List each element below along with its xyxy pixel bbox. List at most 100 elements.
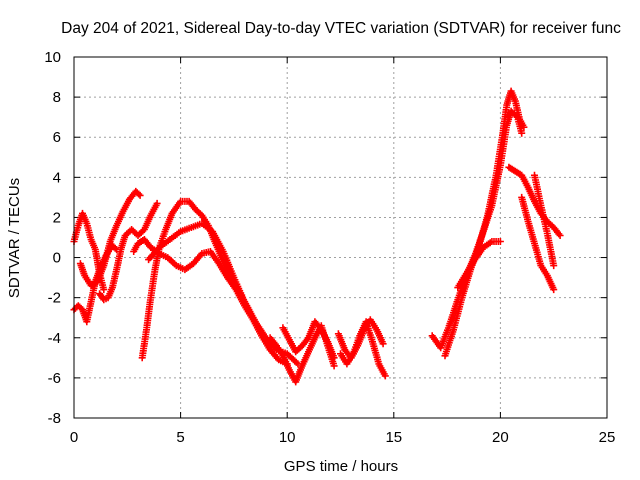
grid — [74, 57, 607, 418]
data-point-marker — [330, 354, 338, 362]
data-point-marker — [130, 242, 141, 255]
series-arc-p — [518, 193, 558, 294]
data-point-marker — [375, 360, 388, 378]
y-tick-label: -8 — [48, 410, 61, 427]
data-point-marker — [266, 334, 279, 348]
series-arc-d — [96, 199, 161, 304]
series-arc-k — [337, 318, 389, 380]
data-point-marker — [198, 211, 211, 227]
data-point-marker — [79, 209, 90, 225]
series-arc-l — [428, 107, 526, 352]
data-point-marker — [192, 205, 204, 218]
data-point-marker — [279, 352, 292, 372]
data-point-marker — [543, 230, 557, 267]
data-point-marker — [279, 324, 292, 342]
data-point-marker — [437, 324, 452, 352]
data-point-marker — [520, 123, 528, 131]
chart-title: Day 204 of 2021, Sidereal Day-to-day VTE… — [61, 20, 621, 37]
data-point-marker — [224, 274, 239, 292]
data-point-marker — [140, 213, 154, 233]
data-point-marker — [518, 171, 531, 189]
data-point-marker — [266, 346, 281, 362]
plot-frame — [73, 56, 608, 419]
data-point-marker — [132, 187, 143, 198]
series-arc-m — [441, 87, 528, 360]
data-point-marker — [298, 335, 311, 350]
series-arc-i — [279, 318, 338, 362]
data-point-marker — [106, 224, 120, 245]
y-tick-label: 0 — [53, 250, 61, 267]
y-tick-label: 6 — [53, 129, 61, 146]
data-point-marker — [119, 197, 132, 215]
data-point-marker — [531, 240, 544, 267]
data-point-marker — [134, 227, 147, 239]
data-point-marker — [100, 240, 114, 270]
data-point-marker — [145, 245, 162, 264]
y-tick-label: 2 — [53, 209, 61, 226]
y-axis-label: SDTVAR / TECUs — [6, 178, 23, 298]
data-point-marker — [366, 316, 379, 332]
data-point-marker — [185, 197, 198, 212]
x-tick-label: 5 — [176, 429, 184, 446]
data-point-marker — [531, 171, 544, 207]
data-point-marker — [471, 245, 486, 264]
data-point-marker — [543, 272, 557, 292]
series-arc-g — [145, 220, 302, 368]
series-arc-q — [531, 171, 558, 270]
data-point-marker — [155, 237, 172, 251]
data-point-marker — [104, 286, 115, 302]
data-point-marker — [138, 328, 150, 362]
data-point-marker — [537, 201, 551, 235]
data-point-marker — [181, 261, 196, 274]
data-point-marker — [147, 201, 160, 219]
data-point-marker — [136, 191, 144, 199]
data-point-marker — [74, 302, 85, 312]
data-point-marker — [113, 248, 124, 274]
data-point-marker — [511, 167, 524, 178]
x-tick-labels: 0 5 10 15 20 25 — [70, 429, 616, 446]
data-point-marker — [230, 274, 248, 303]
data-point-marker — [324, 338, 337, 360]
data-point-marker — [147, 268, 159, 302]
data-point-marker — [100, 295, 110, 304]
data-point-marker — [189, 251, 204, 268]
y-tick-labels: -8 -6 -4 -2 0 2 4 6 8 10 — [44, 49, 61, 427]
data-point-marker — [305, 336, 318, 356]
data-point-marker — [153, 199, 161, 207]
data-point-marker — [499, 103, 510, 139]
series-arc-c — [76, 187, 144, 290]
y-tick-label: 4 — [53, 169, 61, 186]
data-point-marker — [168, 199, 183, 217]
data-point-marker — [198, 220, 215, 234]
x-tick-label: 20 — [492, 429, 509, 446]
data-point-marker — [556, 232, 564, 239]
data-series — [70, 87, 564, 386]
data-point-marker — [379, 340, 387, 348]
y-tick-label: -4 — [48, 330, 61, 347]
data-point-marker — [537, 262, 550, 278]
data-point-marker — [479, 239, 494, 251]
data-point-marker — [219, 248, 237, 279]
data-point-marker — [524, 183, 538, 203]
data-point-marker — [292, 364, 305, 386]
data-point-marker — [81, 272, 94, 288]
data-point-marker — [550, 262, 558, 270]
data-point-marker — [164, 254, 179, 268]
data-point-marker — [273, 342, 286, 358]
data-point-marker — [505, 163, 518, 174]
series-arc-n — [454, 238, 504, 292]
x-tick-label: 15 — [385, 429, 402, 446]
data-point-marker — [516, 115, 527, 129]
data-point-marker — [283, 350, 300, 366]
x-tick-label: 0 — [70, 429, 78, 446]
data-point-marker — [381, 372, 389, 380]
data-point-marker — [445, 298, 461, 330]
data-point-marker — [215, 260, 230, 280]
data-point-marker — [298, 350, 312, 370]
series-arc-h — [266, 322, 338, 386]
data-point-marker — [140, 236, 153, 250]
y-tick-label: -6 — [48, 370, 61, 387]
data-point-marker — [343, 352, 356, 368]
data-point-marker — [166, 229, 183, 243]
data-point-marker — [349, 334, 363, 358]
